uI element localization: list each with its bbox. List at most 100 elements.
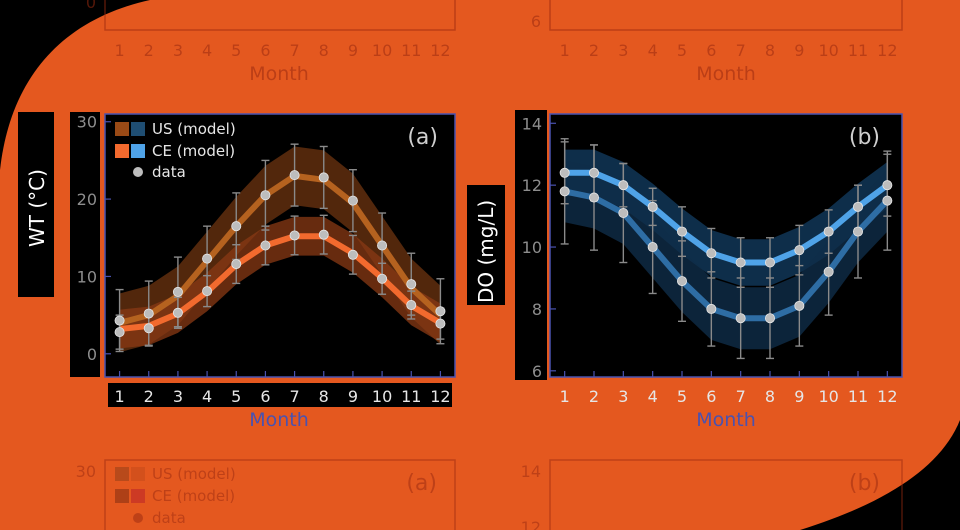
- panel-b-data-point: [823, 266, 834, 277]
- panel-a-data-point: [114, 315, 125, 326]
- ghost-bottom-right-ytick-14: 14: [521, 462, 541, 481]
- panel-a-model-lines: [118, 172, 443, 332]
- panel-b-ytick-label: 14: [522, 114, 542, 133]
- ghost-top-left-frame: [104, 0, 456, 31]
- panel-b-xtick-label: 1: [560, 387, 570, 406]
- panel-a-data-point: [260, 240, 271, 251]
- panel-b-data-point: [882, 195, 893, 206]
- panel-b-xtick-label: 2: [589, 387, 599, 406]
- panel-a-xtick-bg: [108, 383, 452, 407]
- legend-us-swatch-blue: [131, 122, 145, 136]
- panel-b-xlabel: Month: [696, 409, 756, 431]
- panel-b-data-point: [765, 313, 776, 324]
- ghost-xtick-label: 9: [348, 41, 358, 60]
- panel-a-xlabel: Month: [249, 409, 309, 431]
- panel-b-data-point: [823, 226, 834, 237]
- panel-b-data-point: [853, 201, 864, 212]
- ghost-top-right-xlabel: Month: [696, 63, 756, 85]
- panel-b-data-point: [589, 167, 600, 178]
- ghost-legend-swatch-ce-b: [131, 489, 145, 503]
- ghost-legend-us: US (model): [152, 465, 236, 483]
- ghost-xtick-label: 1: [114, 41, 124, 60]
- panel-b-data-point: [589, 192, 600, 203]
- ghost-bottom-right-ytick-12: 12: [521, 518, 541, 530]
- ghost-xtick-label: 9: [794, 41, 804, 60]
- ghost-top-left-xlabel: Month: [249, 63, 309, 85]
- panel-a-data-point: [435, 318, 446, 329]
- panel-b-data-point: [735, 313, 746, 324]
- ghost-top-left-ytick: 0: [86, 0, 96, 12]
- panel-b-data-points: [559, 167, 893, 324]
- panel-a-data-point: [318, 172, 329, 183]
- panel-b-xtick-label: 10: [818, 387, 838, 406]
- ghost-xtick-label: 8: [319, 41, 329, 60]
- panel-b-ylabel-bg: [467, 185, 505, 305]
- panel-b-xtick-label: 4: [648, 387, 658, 406]
- ghost-top-left-xticks: 1 2 3 4 5 6 7 8 9 10 11 12: [114, 41, 450, 60]
- ghost-bottom-left-frame: [104, 459, 456, 530]
- ghost-xtick-label: 1: [560, 41, 570, 60]
- legend-ce-swatch-orange: [115, 144, 129, 158]
- panel-a-xtick-label: 8: [319, 387, 329, 406]
- ghost-xtick-label: 4: [202, 41, 212, 60]
- panel-b-data-point: [882, 180, 893, 191]
- panel-b-ytick-label: 8: [532, 300, 542, 319]
- panel-a-ytick-label: 0: [87, 345, 97, 364]
- panel-a-ytick-label: 10: [77, 267, 97, 286]
- panel-a-ylabel-bg: [18, 112, 54, 297]
- ghost-top-panels: 0 6 1 2 3 4 5 6 7 8 9 10 11 12 1 2 3 4 5 6 7 8 9 10 11 12 Mont…: [86, 0, 903, 85]
- ghost-legend-ce: CE (model): [152, 487, 235, 505]
- panel-a-data-point: [143, 308, 154, 319]
- legend-us-label: US (model): [152, 120, 236, 138]
- panel-a-tag: (a): [407, 125, 438, 150]
- ghost-xtick-label: 5: [677, 41, 687, 60]
- panel-b-xtick-label: 9: [794, 387, 804, 406]
- panel-b-data-point: [794, 300, 805, 311]
- panel-a-data-point: [289, 230, 300, 241]
- panel-b-xtick-label: 6: [706, 387, 716, 406]
- ghost-top-right-ytick: 6: [531, 12, 541, 31]
- panel-b-data-point: [706, 248, 717, 259]
- panel-a-data-point: [172, 307, 183, 318]
- panel-b-xtick-label: 12: [877, 387, 897, 406]
- panel-a-y-ticks: 0 10 20 30: [77, 113, 111, 364]
- ghost-xtick-label: 3: [618, 41, 628, 60]
- panel-b-data-point: [677, 226, 688, 237]
- panel-b-data-point: [677, 276, 688, 287]
- ghost-xtick-label: 7: [736, 41, 746, 60]
- panel-a-x-ticks: 1 2 3 4 5 6 7 8 9 10 11 12: [114, 371, 451, 406]
- panel-b-xtick-label: 8: [765, 387, 775, 406]
- ghost-bottom-right-tag: (b): [849, 471, 880, 496]
- ghost-xtick-label: 6: [260, 41, 270, 60]
- ghost-legend-swatch-ce-a: [115, 489, 129, 503]
- panel-b-xtick-label: 3: [618, 387, 628, 406]
- panel-b-data-point: [765, 257, 776, 268]
- panel-a-xtick-label: 12: [430, 387, 450, 406]
- panel-a-ytick-bg: [70, 112, 100, 377]
- panel-b-x-ticks: 1 2 3 4 5 6 7 8 9 10 11 12: [560, 371, 898, 406]
- ghost-xtick-label: 12: [877, 41, 897, 60]
- panel-b-data-point: [618, 208, 629, 219]
- panel-a-uncertainty-bands: [119, 146, 441, 353]
- panel-b-y-ticks: 6 8 10 12 14: [522, 114, 556, 381]
- ghost-bottom-left-ytick: 30: [76, 462, 96, 481]
- panel-b-data-point: [618, 180, 629, 191]
- ghost-xtick-label: 11: [401, 41, 421, 60]
- panel-a-data-point: [347, 195, 358, 206]
- panel-b-data-point: [735, 257, 746, 268]
- panel-a-ytick-label: 30: [77, 113, 97, 132]
- ghost-xtick-label: 7: [289, 41, 299, 60]
- ghost-xtick-label: 8: [765, 41, 775, 60]
- panel-b-data-point: [794, 245, 805, 256]
- ghost-xtick-label: 2: [589, 41, 599, 60]
- panel-a-data-point: [318, 229, 329, 240]
- panel-b-data-point: [853, 226, 864, 237]
- panel-a-band-1: [119, 216, 441, 349]
- panel-b-data-point: [706, 303, 717, 314]
- ghost-bottom-panels: 30 14 12 (a) (b) US (model) CE (model) d…: [76, 459, 903, 530]
- panel-a-data-point: [377, 273, 388, 284]
- panel-a-data-point: [202, 286, 213, 297]
